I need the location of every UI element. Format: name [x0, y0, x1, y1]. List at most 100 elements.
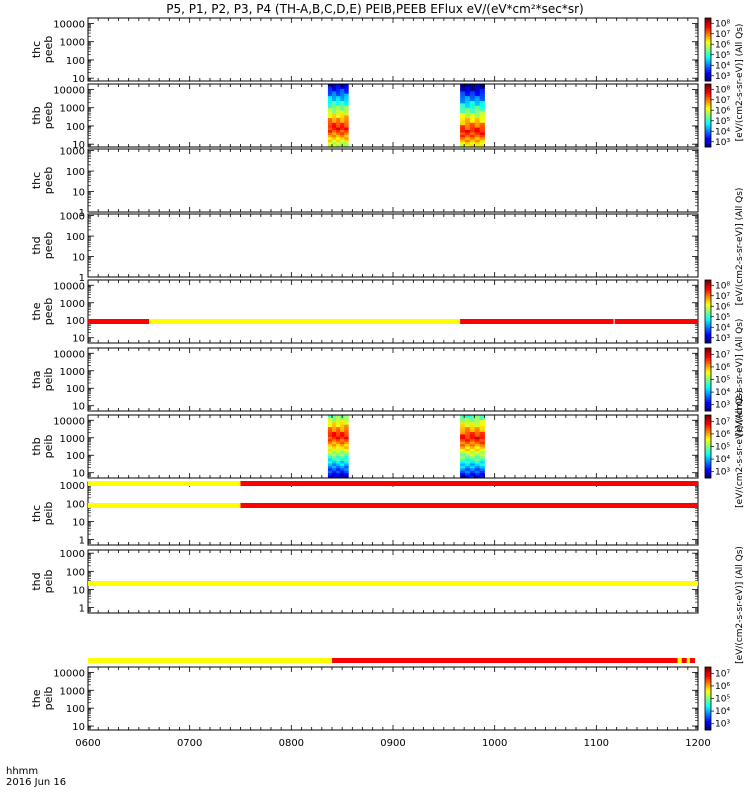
colorbar-step — [705, 440, 711, 443]
y-tick-label: 1000 — [60, 299, 85, 310]
spectrogram-cell — [340, 93, 345, 97]
spectrogram-cell — [474, 91, 481, 95]
spectrogram-cell — [469, 461, 476, 464]
spectrogram-cell — [474, 441, 481, 445]
spectrogram-cell — [460, 115, 466, 119]
spectrogram-cell — [332, 453, 337, 457]
colorbar-step — [705, 341, 711, 344]
spectrogram-cell — [332, 120, 337, 124]
spectrogram-cell — [332, 110, 337, 114]
spectrogram-cell — [332, 470, 337, 474]
mode-segment — [149, 319, 461, 324]
colorbar-step — [705, 30, 711, 33]
spectrogram-cell — [340, 451, 345, 455]
spectrogram-cell — [336, 117, 341, 121]
spectrogram-cell — [336, 84, 341, 87]
spectrogram-cell — [474, 429, 481, 433]
spectrogram-cell — [469, 110, 476, 114]
spectrogram-cell — [344, 144, 349, 148]
spectrogram-cell — [327, 113, 333, 116]
spectrogram-cell — [460, 130, 466, 133]
spectrogram-cell — [332, 419, 337, 423]
spectrogram-cell — [464, 475, 471, 479]
colorbar-step — [705, 471, 711, 474]
colorbar-step — [705, 294, 711, 297]
spectrogram-cell — [479, 105, 485, 109]
spectrogram-cell — [336, 93, 341, 97]
spectrogram-cell — [469, 113, 476, 116]
spectrogram-cell — [336, 134, 341, 138]
mode-bar — [88, 481, 698, 486]
time-axis-label: hhmm — [6, 766, 39, 777]
y-tick-label: 10 — [72, 74, 85, 85]
spectrogram-cell — [327, 415, 333, 418]
colorbar-step — [705, 670, 711, 673]
spectrogram-cell — [332, 475, 337, 479]
colorbar-step — [705, 451, 711, 454]
spectrogram-cell — [460, 96, 466, 99]
colorbar-frame — [704, 279, 712, 344]
colorbar-unit-label: [eV/(cm2-s-sr-eV)] (All Qs) — [735, 390, 745, 508]
spectrogram-cell — [460, 468, 466, 472]
spectrogram-cell — [336, 137, 341, 141]
spectrogram-cell — [474, 130, 481, 133]
spectrogram-cell — [469, 453, 476, 457]
spectrogram-cell — [340, 463, 345, 467]
spectrogram-cell — [340, 105, 345, 109]
colorbar-tick-label: 10³ — [715, 720, 730, 730]
spectrogram-cell — [469, 120, 476, 124]
colorbar-step — [705, 96, 711, 99]
colorbar-step — [705, 110, 711, 113]
spectrogram-cell — [460, 439, 466, 443]
spectrogram-cell — [469, 108, 476, 112]
spectrogram-cell — [344, 439, 349, 443]
spectrogram-cell — [469, 103, 476, 107]
spectrogram-cell — [460, 108, 466, 112]
spectrogram-cell — [479, 436, 485, 440]
spectrogram-cell — [344, 103, 349, 107]
spectrogram-cell — [336, 122, 341, 126]
spectrogram-cell — [327, 451, 333, 455]
spectrogram-cell — [340, 120, 345, 124]
spectrogram-cell — [469, 122, 476, 126]
spectrogram-cell — [336, 103, 341, 107]
spectrogram-cell — [479, 475, 485, 479]
colorbar-step — [705, 25, 711, 28]
colorbar-step — [705, 433, 711, 436]
instrument-label: peib — [42, 435, 55, 459]
spectrogram-cell — [479, 434, 485, 438]
spectrogram-cell — [344, 461, 349, 464]
spectrogram-cell — [464, 431, 471, 435]
spectrogram-cell — [460, 448, 466, 452]
spectrogram-cell — [479, 461, 485, 464]
y-tick-label: 1 — [79, 273, 85, 284]
spectrogram-cell — [469, 431, 476, 435]
spectrogram-cell — [479, 419, 485, 423]
spectrogram-cell — [332, 139, 337, 143]
spectrogram-cell — [469, 424, 476, 428]
y-tick-label: 1000 — [60, 686, 85, 697]
colorbar-step — [705, 668, 711, 671]
spectrogram-cell — [479, 88, 485, 92]
colorbar-step — [705, 54, 711, 57]
spectrogram-cell — [469, 127, 476, 131]
colorbar-step — [705, 309, 711, 312]
spectrogram-cell — [332, 417, 337, 421]
colorbar-step — [705, 339, 711, 342]
spectrogram-cell — [474, 444, 481, 447]
page-title: P5, P1, P2, P3, P4 (TH-A,B,C,D,E) PEIB,P… — [166, 2, 584, 16]
spectrogram-cell — [479, 98, 485, 102]
colorbar-step — [705, 19, 711, 22]
colorbar-step — [705, 87, 711, 90]
spectrogram-cell — [344, 453, 349, 457]
colorbar-step — [705, 335, 711, 338]
panel-frame — [87, 279, 699, 344]
spectrogram-cell — [469, 117, 476, 121]
spectrogram-cell — [460, 419, 466, 423]
colorbar-step — [705, 124, 711, 127]
probe-label: thc — [30, 41, 43, 58]
spectrogram-cell — [344, 117, 349, 121]
spectrogram-cell — [344, 415, 349, 418]
spectrogram-cell — [464, 461, 471, 464]
colorbar-step — [705, 328, 711, 331]
